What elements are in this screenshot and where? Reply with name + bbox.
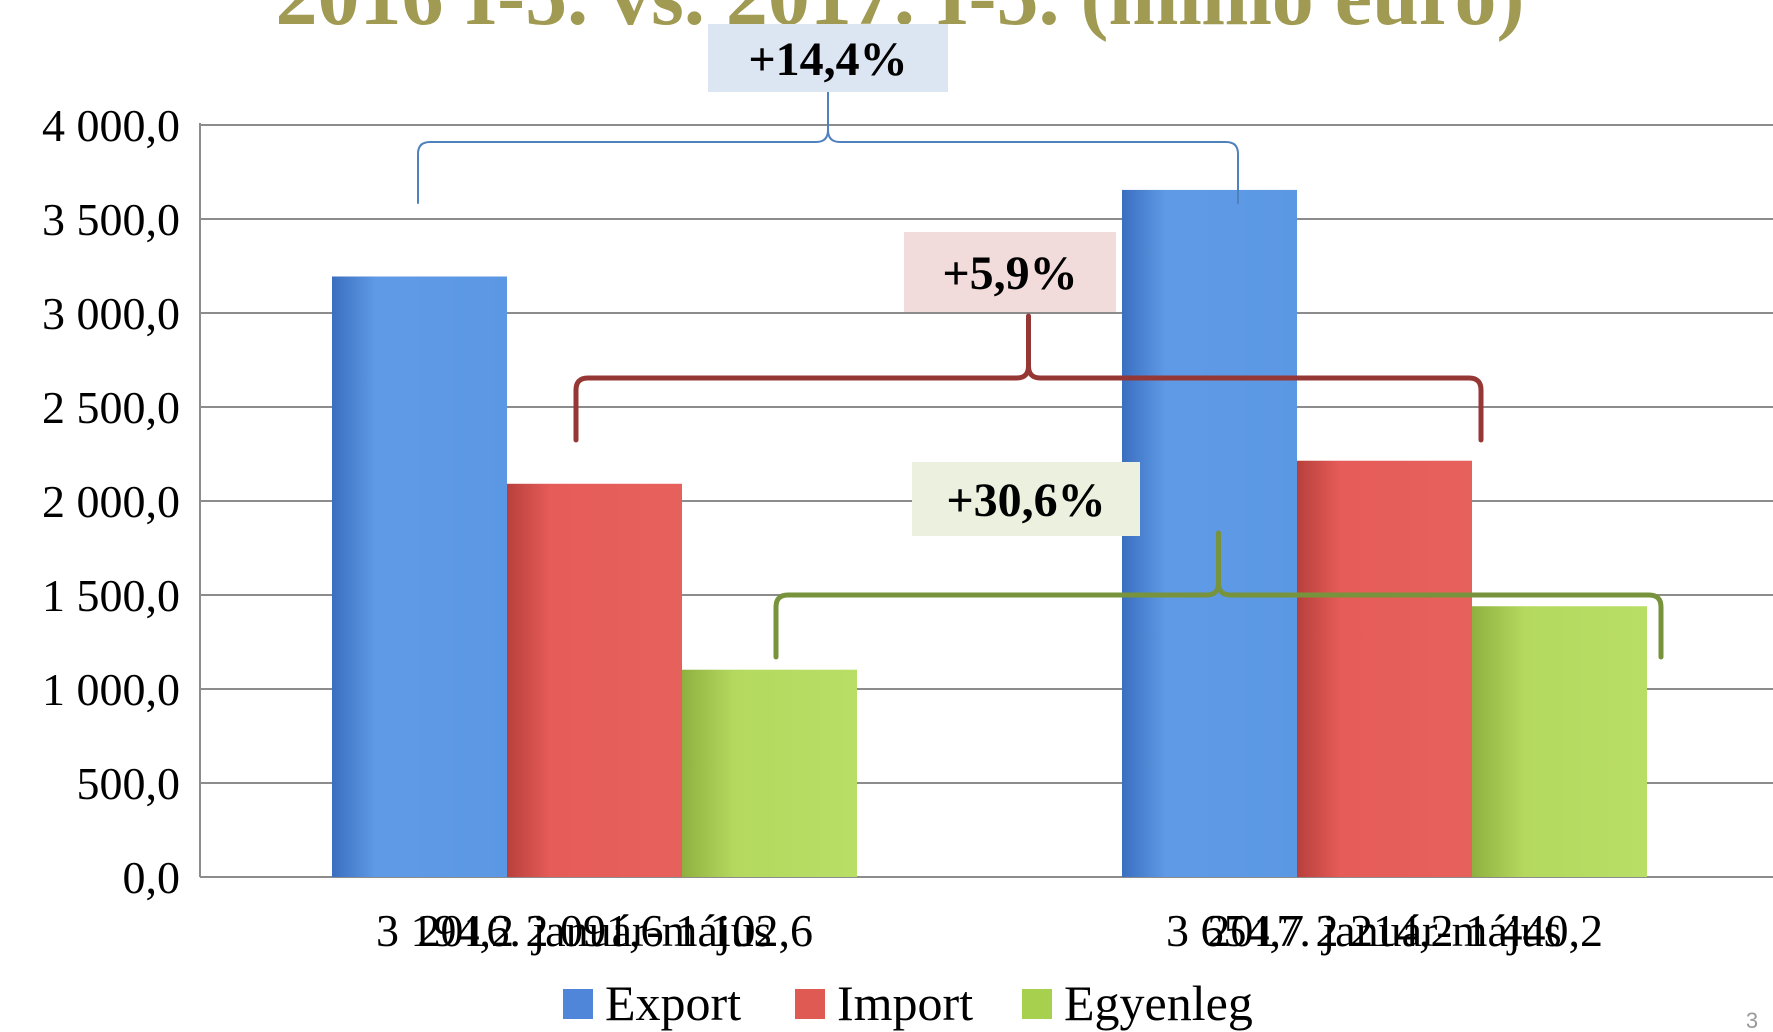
page-number: 3 — [1746, 1008, 1758, 1032]
legend-swatch-import — [795, 989, 825, 1019]
x-value-labels: 3 194,2 2 091,6 1 102,6 — [376, 905, 813, 956]
brace-egyenleg — [773, 530, 1664, 660]
annotations: +14,4% +5,9% +30,6% — [417, 24, 1664, 660]
legend: Export Import Egyenleg — [563, 975, 1253, 1031]
bar-import-1 — [507, 483, 682, 877]
y-tick-label: 3 500,0 — [42, 194, 180, 245]
legend-label-egyenleg: Egyenleg — [1064, 975, 1253, 1031]
annotation-box-import — [904, 232, 1116, 312]
y-tick-label: 2 000,0 — [42, 476, 180, 527]
annotation-label-export: +14,4% — [748, 33, 907, 86]
y-tick-label: 500,0 — [77, 758, 181, 809]
legend-label-export: Export — [605, 975, 741, 1031]
annotation-box-egyenleg — [912, 462, 1140, 536]
brace-export — [417, 91, 1239, 204]
y-tick-label: 1 000,0 — [42, 664, 180, 715]
bars — [332, 189, 1647, 878]
bar-export-2 — [1122, 189, 1297, 878]
brace-import — [573, 313, 1484, 443]
y-axis: 0,0 500,0 1 000,0 1 500,0 2 000,0 2 500,0 3 00… — [42, 100, 201, 903]
bar-egyenleg-2 — [1472, 606, 1647, 877]
x-category-label: 2016. január-május — [417, 905, 771, 956]
y-tick-label: 3 000,0 — [42, 288, 180, 339]
bar-import-2 — [1297, 460, 1472, 877]
x-category-label: 2017. január-május — [1207, 905, 1561, 956]
legend-swatch-export — [563, 989, 593, 1019]
legend-swatch-egyenleg — [1022, 989, 1052, 1019]
legend-label-import: Import — [837, 975, 973, 1031]
y-tick-label: 4 000,0 — [42, 100, 180, 151]
annotation-label-import: +5,9% — [942, 247, 1077, 300]
bar-egyenleg-1 — [682, 669, 857, 877]
y-tick-label: 2 500,0 — [42, 382, 180, 433]
bar-export-1 — [332, 276, 507, 878]
annotation-label-egyenleg: +30,6% — [946, 474, 1105, 527]
x-value-labels: 3 654,7 2 214,2 1 440,2 — [1166, 905, 1603, 956]
y-tick-label: 1 500,0 — [42, 570, 180, 621]
annotation-box-export — [708, 24, 948, 92]
y-tick-label: 0,0 — [123, 852, 181, 903]
